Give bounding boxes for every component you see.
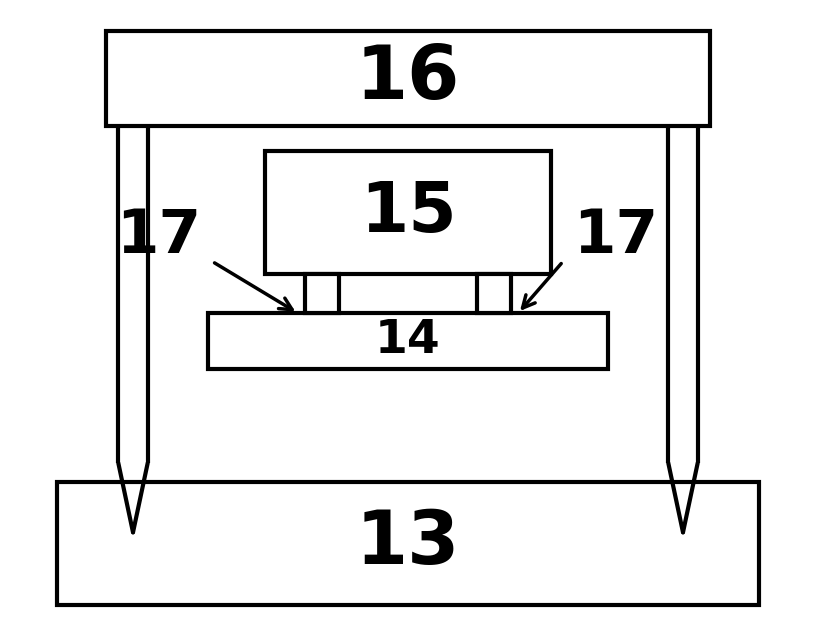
Bar [477,274,511,313]
Text: 17: 17 [117,207,202,266]
Text: 14: 14 [375,318,441,364]
Text: 13: 13 [356,507,460,580]
Bar [106,32,710,126]
Bar [57,482,759,605]
Bar [265,151,551,274]
Text: 16: 16 [356,42,460,115]
Text: 15: 15 [360,179,456,246]
Bar [305,274,339,313]
Text: 17: 17 [574,207,659,266]
Bar [208,313,608,369]
